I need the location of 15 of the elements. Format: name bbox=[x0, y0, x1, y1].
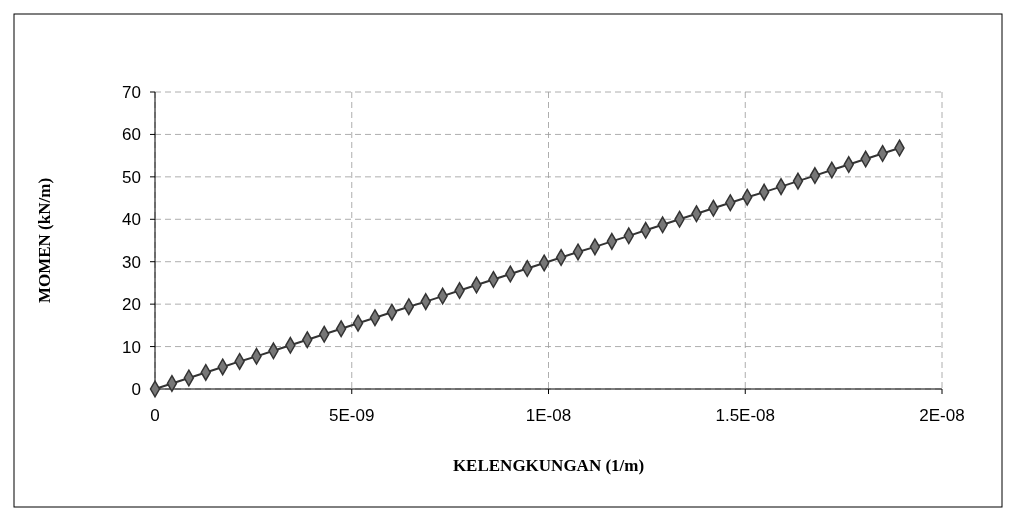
x-tick-label: 2E-08 bbox=[919, 406, 965, 425]
y-tick-label: 0 bbox=[131, 379, 141, 399]
x-tick-label: 5E-09 bbox=[329, 406, 375, 425]
y-tick-label: 70 bbox=[122, 82, 141, 102]
x-tick-label: 0 bbox=[150, 406, 160, 425]
y-tick-label: 50 bbox=[122, 167, 141, 187]
x-tick-label: 1.5E-08 bbox=[715, 406, 776, 425]
y-tick-label: 10 bbox=[122, 337, 141, 357]
y-axis-title: MOMEN (kN/m) bbox=[35, 177, 54, 304]
x-tick-label: 1E-08 bbox=[525, 406, 572, 425]
y-tick-label: 20 bbox=[122, 295, 141, 315]
y-tick-label: 30 bbox=[122, 252, 141, 272]
x-axis-title: KELENGKUNGAN (1/m) bbox=[452, 456, 645, 475]
y-tick-label: 40 bbox=[122, 210, 141, 230]
y-tick-label: 60 bbox=[122, 125, 141, 145]
